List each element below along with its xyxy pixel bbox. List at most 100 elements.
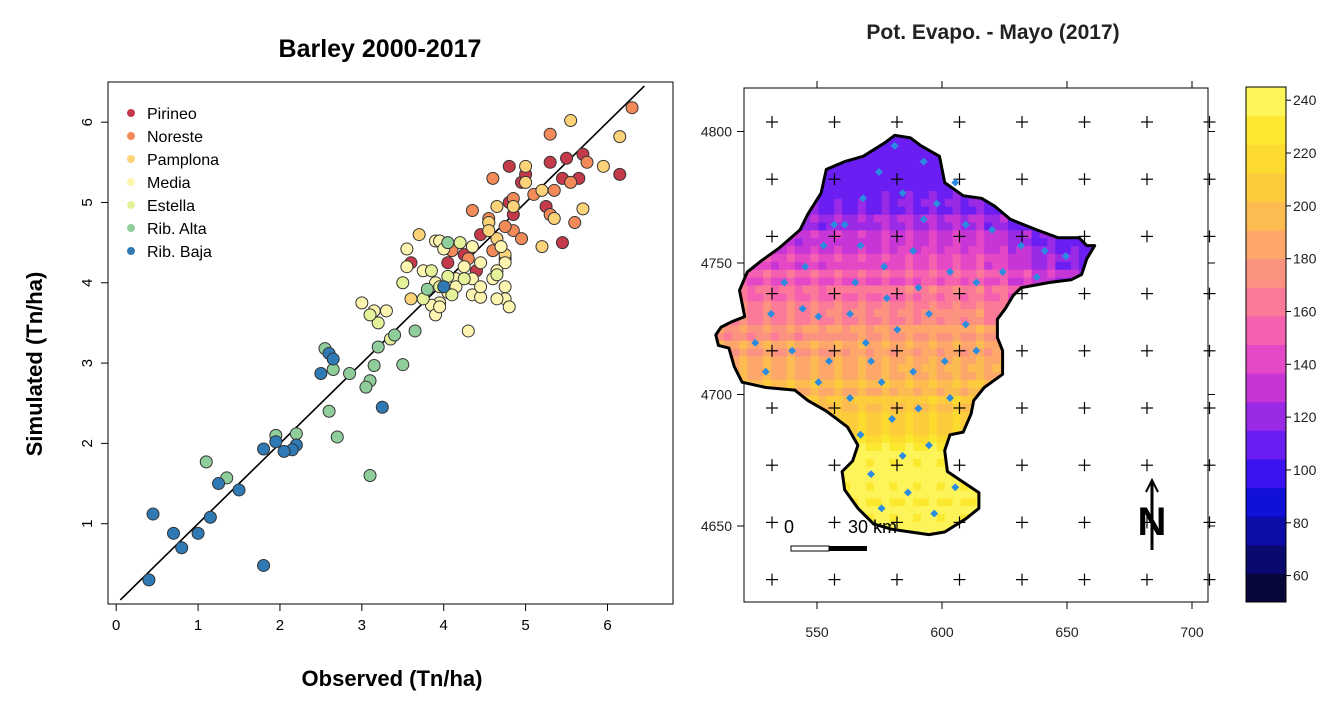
heatmap-cell	[803, 120, 811, 128]
heatmap-cell	[913, 450, 922, 459]
heatmap-cell	[865, 466, 875, 475]
heatmap-cell	[1071, 237, 1080, 247]
heatmap-cell	[1063, 426, 1072, 436]
heatmap-cell	[944, 340, 954, 349]
heatmap-cell	[992, 340, 1001, 349]
heatmap-cell	[992, 371, 1001, 381]
heatmap-cell	[881, 221, 890, 231]
heatmap-cell	[842, 466, 851, 475]
heatmap-cell	[968, 497, 977, 507]
heatmap-cell	[755, 363, 764, 373]
heatmap-cell	[1023, 489, 1033, 499]
heatmap-cell	[936, 143, 946, 152]
heatmap-cell	[1000, 505, 1009, 515]
heatmap-cell	[865, 300, 875, 310]
heatmap-cell	[1023, 151, 1033, 160]
heatmap-cell	[905, 419, 914, 428]
heatmap-cell	[1063, 214, 1072, 223]
heatmap-cell	[786, 277, 796, 286]
heatmap-cell	[1007, 442, 1017, 452]
heatmap-cell	[1095, 246, 1103, 254]
heatmap-cell	[771, 198, 780, 207]
heatmap-cell	[1055, 371, 1064, 381]
station-point	[819, 241, 828, 250]
heatmap-cell	[936, 482, 946, 491]
heatmap-cell	[866, 120, 874, 128]
heatmap-cell	[921, 316, 930, 325]
heatmap-cell	[905, 505, 914, 515]
heatmap-cell	[968, 221, 977, 231]
heatmap-cell	[810, 300, 819, 310]
heatmap-cell	[763, 166, 772, 176]
data-point	[445, 288, 459, 302]
heatmap-cell	[763, 450, 772, 459]
heatmap-cell	[976, 458, 985, 467]
heatmap-cell	[960, 166, 969, 176]
heatmap-cell	[944, 355, 954, 365]
heatmap-cell	[905, 214, 914, 223]
heatmap-cell	[1000, 411, 1009, 420]
heatmap-cell	[1039, 277, 1048, 286]
heatmap-cell	[889, 214, 898, 223]
heatmap-cell	[1071, 198, 1080, 207]
heatmap-cell	[723, 214, 733, 223]
heatmap-cell	[1039, 308, 1048, 318]
heatmap-cell	[786, 379, 796, 388]
heatmap-cell	[857, 198, 867, 207]
heatmap-cell	[976, 198, 985, 207]
heatmap-cell	[928, 292, 938, 302]
heatmap-cell	[873, 403, 883, 412]
heatmap-cell	[976, 245, 985, 255]
heatmap-cell	[794, 340, 804, 349]
heatmap-cell	[1063, 371, 1072, 381]
heatmap-cell	[1071, 474, 1080, 483]
data-point	[191, 526, 205, 540]
heatmap-cell	[1086, 340, 1095, 349]
heatmap-cell	[802, 450, 812, 459]
heatmap-cell	[794, 214, 804, 223]
heatmap-cell	[984, 245, 993, 255]
heatmap-cell	[1032, 120, 1040, 128]
heatmap-cell	[1023, 411, 1033, 420]
heatmap-cell	[857, 229, 867, 239]
heatmap-cell	[873, 158, 883, 168]
heatmap-cell	[810, 348, 819, 357]
heatmap-cell	[857, 387, 867, 396]
heatmap-cell	[976, 340, 985, 349]
heatmap-cell	[944, 482, 954, 491]
heatmap-cell	[1078, 482, 1088, 491]
heatmap-cell	[984, 324, 993, 333]
heatmap-cell	[1007, 411, 1017, 420]
heatmap-cell	[1103, 238, 1111, 246]
heatmap-cell	[802, 497, 812, 507]
heatmap-cell	[905, 182, 914, 191]
heatmap-cell	[810, 158, 819, 168]
heatmap-cell	[984, 166, 993, 176]
heatmap-cell	[992, 221, 1001, 231]
heatmap-cell	[960, 434, 969, 444]
heatmap-cell	[976, 324, 985, 333]
evapotranspiration-map: Pot. Evapo. - Mayo (2017) 550 600 650 700 4…	[701, 21, 1317, 640]
heatmap-cell	[881, 340, 890, 349]
heatmap-cell	[810, 135, 819, 144]
heatmap-cell	[1039, 120, 1047, 128]
heatmap-cell	[984, 395, 993, 404]
heatmap-cell	[786, 458, 796, 467]
heatmap-cell	[826, 135, 835, 136]
heatmap-cell	[1095, 151, 1103, 159]
heatmap-cell	[826, 379, 835, 388]
heatmap-cell	[1047, 497, 1056, 507]
heatmap-cell	[928, 497, 938, 507]
heatmap-cell	[771, 151, 780, 160]
heatmap-cell	[786, 292, 796, 302]
heatmap-cell	[1055, 158, 1064, 168]
heatmap-cell	[763, 221, 772, 231]
heatmap-cell	[732, 120, 740, 128]
data-point	[371, 316, 385, 330]
heatmap-cell	[826, 229, 835, 239]
heatmap-cell	[842, 292, 851, 302]
heatmap-cell	[857, 442, 867, 452]
colorbar-segment	[1246, 144, 1286, 174]
heatmap-cell	[1039, 474, 1048, 483]
